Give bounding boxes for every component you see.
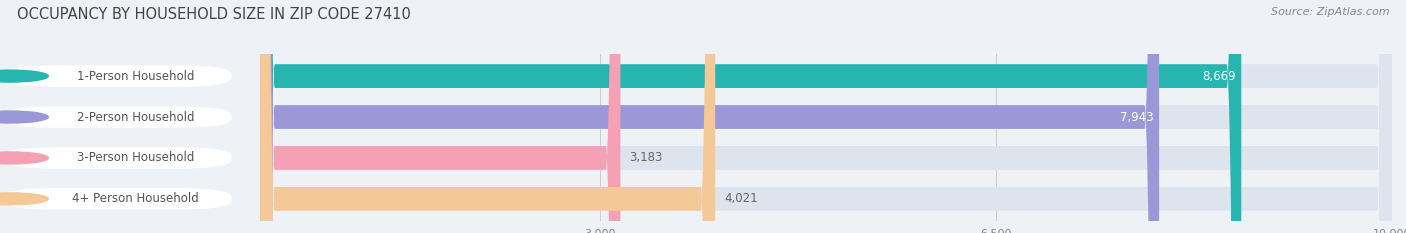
FancyBboxPatch shape	[3, 106, 232, 128]
Text: 1-Person Household: 1-Person Household	[76, 70, 194, 82]
FancyBboxPatch shape	[260, 0, 1241, 233]
Text: OCCUPANCY BY HOUSEHOLD SIZE IN ZIP CODE 27410: OCCUPANCY BY HOUSEHOLD SIZE IN ZIP CODE …	[17, 7, 411, 22]
FancyBboxPatch shape	[260, 0, 1392, 233]
Text: 4+ Person Household: 4+ Person Household	[72, 192, 198, 205]
Circle shape	[0, 193, 48, 205]
Circle shape	[0, 112, 45, 122]
Circle shape	[0, 194, 45, 204]
FancyBboxPatch shape	[260, 0, 1392, 233]
Circle shape	[0, 153, 45, 163]
Text: Source: ZipAtlas.com: Source: ZipAtlas.com	[1271, 7, 1389, 17]
Circle shape	[0, 111, 48, 123]
Text: 2-Person Household: 2-Person Household	[76, 110, 194, 123]
Text: 7,943: 7,943	[1119, 110, 1153, 123]
FancyBboxPatch shape	[260, 0, 620, 233]
FancyBboxPatch shape	[260, 0, 1392, 233]
FancyBboxPatch shape	[260, 0, 716, 233]
Text: 3,183: 3,183	[630, 151, 662, 164]
FancyBboxPatch shape	[260, 0, 1392, 233]
Text: 3-Person Household: 3-Person Household	[76, 151, 194, 164]
Text: 8,669: 8,669	[1202, 70, 1236, 82]
FancyBboxPatch shape	[3, 147, 232, 169]
Circle shape	[0, 152, 48, 164]
FancyBboxPatch shape	[3, 188, 232, 210]
FancyBboxPatch shape	[3, 65, 232, 87]
FancyBboxPatch shape	[260, 0, 1159, 233]
Circle shape	[0, 71, 45, 81]
Text: 4,021: 4,021	[724, 192, 758, 205]
Circle shape	[0, 70, 48, 82]
